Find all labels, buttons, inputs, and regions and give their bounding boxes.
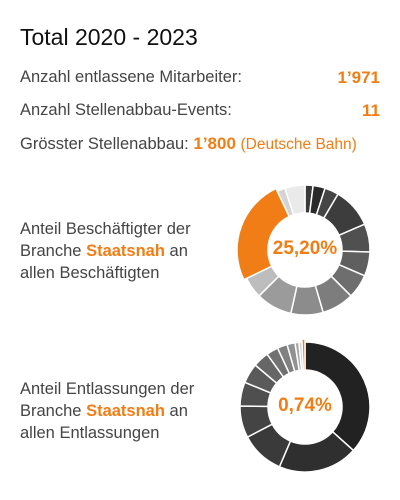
donut1-slice-13 — [283, 184, 306, 216]
stat-largest: Grösster Stellenabbau: 1’800 (Deutsche B… — [20, 134, 380, 154]
donut2-slice-0 — [304, 341, 371, 452]
stat-largest-value: 1’800 — [193, 134, 236, 153]
stat-events: Anzahl Stellenabbau-Events: 11 — [20, 101, 380, 120]
stat-dismissed-value: 1’971 — [337, 68, 380, 87]
donut1-center-value: 25,20% — [272, 238, 338, 259]
stat-largest-company: (Deutsche Bahn) — [240, 136, 357, 153]
donut1-label: Anteil Beschäftigter der Branche Staatsn… — [20, 218, 220, 284]
donut-chart-employees — [236, 184, 371, 316]
donut-chart-dismissals — [239, 338, 371, 473]
donut2-label-before: Anteil Entlassungen der Branche — [20, 380, 195, 420]
donut1-slice-highlight — [236, 187, 291, 281]
page-title: Total 2020 - 2023 — [20, 24, 198, 50]
donut2-label: Anteil Entlassungen der Branche Staatsna… — [20, 378, 220, 444]
donut2-slice-highlight — [301, 338, 306, 371]
stat-dismissed-label: Anzahl entlassene Mitarbeiter: — [20, 68, 242, 86]
donut2-center-value: 0,74% — [278, 395, 332, 416]
stat-events-value: 11 — [362, 101, 380, 120]
stat-dismissed: Anzahl entlassene Mitarbeiter: 1’971 — [20, 68, 380, 87]
donut2-label-highlight: Staatsnah — [86, 402, 165, 420]
donut1-label-before: Anteil Beschäftigter der Branche — [20, 220, 191, 260]
stat-events-label: Anzahl Stellenabbau-Events: — [20, 101, 232, 119]
donut1-label-after: an allen Beschäftigten — [20, 242, 188, 282]
stat-largest-label: Grösster Stellenabbau: — [20, 135, 189, 153]
donut1-label-highlight: Staatsnah — [86, 242, 165, 260]
donut2-label-after: an allen Entlassungen — [20, 402, 188, 442]
